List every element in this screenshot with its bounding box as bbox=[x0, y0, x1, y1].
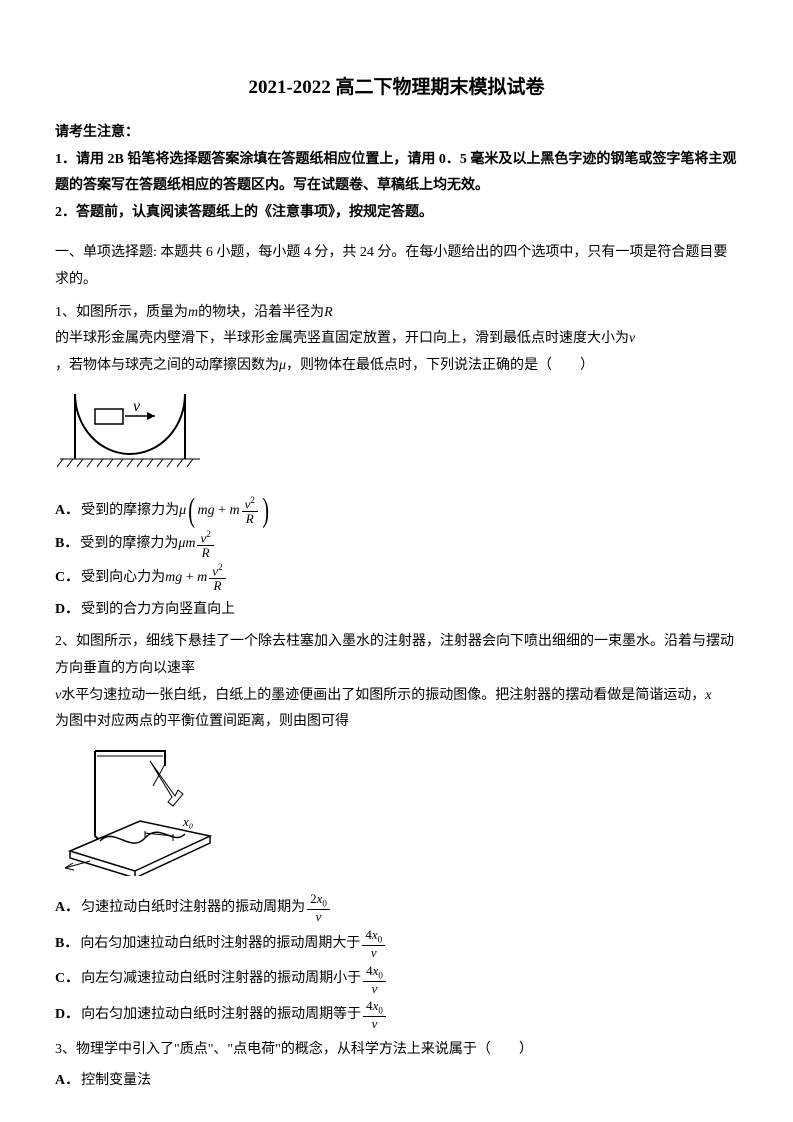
q2-part-a: 2、如图所示，细线下悬挂了一个除去柱塞加入墨水的注射器，注射器会向下喷出细细的一… bbox=[55, 629, 738, 682]
q2-b-label: B． bbox=[55, 931, 78, 958]
q2-a-frac: 2x0v bbox=[307, 892, 330, 924]
q1-c-text: 受到向心力为 bbox=[81, 565, 165, 592]
q2-c-label: C． bbox=[55, 966, 79, 993]
q1-b-label: B． bbox=[55, 531, 78, 558]
q1-figure: v bbox=[55, 389, 738, 490]
q1-R: R bbox=[324, 300, 333, 327]
q3-option-a: A． 控制变量法 bbox=[55, 1068, 738, 1095]
q2-b-text: 向右匀加速拉动白纸时注射器的振动周期大于 bbox=[80, 931, 360, 958]
q1-d-label: D． bbox=[55, 597, 79, 624]
q1-option-b: B． 受到的摩擦力为 μm v2R bbox=[55, 530, 738, 560]
page-title: 2021-2022 高二下物理期末模拟试卷 bbox=[55, 70, 738, 106]
q1-part-b: 的物块，沿着半径为 bbox=[198, 300, 324, 327]
q2-figure: x₀ bbox=[55, 746, 738, 887]
q1-a-text: 受到的摩擦力为 bbox=[81, 498, 179, 525]
q2-d-frac: 4x0v bbox=[363, 999, 386, 1031]
q1-v: v bbox=[629, 326, 635, 353]
q1-part-d: ，若物体与球壳之间的动摩擦因数为 bbox=[55, 353, 279, 380]
q1-d-text: 受到的合力方向竖直向上 bbox=[81, 597, 235, 624]
q1-a-inner: mg + m v2R bbox=[197, 496, 259, 526]
lparen-icon: ( bbox=[188, 497, 195, 524]
notice-head: 请考生注意： bbox=[55, 120, 738, 147]
q2-part-b: 水平匀速拉动一张白纸，白纸上的墨迹便画出了如图所示的振动图像。把注射器的摆动看做… bbox=[61, 683, 705, 710]
q2-text: 2、如图所示，细线下悬挂了一个除去柱塞加入墨水的注射器，注射器会向下喷出细细的一… bbox=[55, 629, 738, 735]
q1-mu: μ bbox=[279, 353, 286, 380]
q2-a-text: 匀速拉动白纸时注射器的振动周期为 bbox=[81, 895, 305, 922]
notice-block: 请考生注意： 1．请用 2B 铅笔将选择题答案涂填在答题纸相应位置上，请用 0．… bbox=[55, 120, 738, 226]
q1-part-c: 的半球形金属壳内壁滑下，半球形金属壳竖直固定放置，开口向上，滑到最低点时速度大小… bbox=[55, 326, 629, 353]
q2-x: x bbox=[705, 683, 711, 710]
fig1-v-label: v bbox=[133, 398, 141, 415]
notice-line-1: 1．请用 2B 铅笔将选择题答案涂填在答题纸相应位置上，请用 0．5 毫米及以上… bbox=[55, 147, 738, 200]
pendulum-icon: x₀ bbox=[55, 746, 225, 876]
fig2-x-label: x₀ bbox=[182, 814, 193, 829]
hemisphere-icon: v bbox=[55, 389, 205, 479]
q1-c-frac: v2R bbox=[209, 563, 225, 593]
q1-part-e: ，则物体在最低点时，下列说法正确的是（ ） bbox=[286, 353, 594, 380]
q2-option-a: A． 匀速拉动白纸时注射器的振动周期为 2x0v bbox=[55, 892, 738, 924]
q1-option-d: D． 受到的合力方向竖直向上 bbox=[55, 597, 738, 624]
q2-part-c: 为图中对应两点的平衡位置间距离，则由图可得 bbox=[55, 709, 349, 736]
q2-d-label: D． bbox=[55, 1002, 79, 1029]
q2-option-d: D． 向右匀加速拉动白纸时注射器的振动周期等于 4x0v bbox=[55, 999, 738, 1031]
q2-c-text: 向左匀减速拉动白纸时注射器的振动周期小于 bbox=[81, 966, 361, 993]
q1-a-label: A． bbox=[55, 498, 79, 525]
q1-b-frac: v2R bbox=[197, 530, 213, 560]
q1-part-a: 1、如图所示，质量为 bbox=[55, 300, 188, 327]
q3-a-label: A． bbox=[55, 1068, 79, 1095]
notice-line-2: 2．答题前，认真阅读答题纸上的《注意事项》，按规定答题。 bbox=[55, 200, 738, 227]
section-1-head: 一、单项选择题: 本题共 6 小题，每小题 4 分，共 24 分。在每小题给出的… bbox=[55, 240, 738, 293]
rparen-icon: ) bbox=[262, 497, 269, 524]
q2-b-frac: 4x0v bbox=[362, 928, 385, 960]
q1-option-a: A． 受到的摩擦力为 μ ( mg + m v2R ) bbox=[55, 496, 738, 526]
q2-d-text: 向右匀加速拉动白纸时注射器的振动周期等于 bbox=[81, 1002, 361, 1029]
q2-option-b: B． 向右匀加速拉动白纸时注射器的振动周期大于 4x0v bbox=[55, 928, 738, 960]
q1-b-text: 受到的摩擦力为 bbox=[80, 531, 178, 558]
q1-option-c: C． 受到向心力为 mg + m v2R bbox=[55, 563, 738, 593]
q3-a-text: 控制变量法 bbox=[81, 1068, 151, 1095]
q1-a-formula: μ bbox=[179, 498, 186, 525]
q2-option-c: C． 向左匀减速拉动白纸时注射器的振动周期小于 4x0v bbox=[55, 964, 738, 996]
q2-a-label: A． bbox=[55, 895, 79, 922]
q2-c-frac: 4x0v bbox=[363, 964, 386, 996]
q1-c-label: C． bbox=[55, 565, 79, 592]
q3-text: 3、物理学中引入了"质点"、"点电荷"的概念，从科学方法上来说属于（ ） bbox=[55, 1037, 738, 1064]
q1-text: 1、如图所示，质量为 m 的物块，沿着半径为 R 的半球形金属壳内壁滑下，半球形… bbox=[55, 300, 738, 380]
q1-m: m bbox=[188, 300, 198, 327]
